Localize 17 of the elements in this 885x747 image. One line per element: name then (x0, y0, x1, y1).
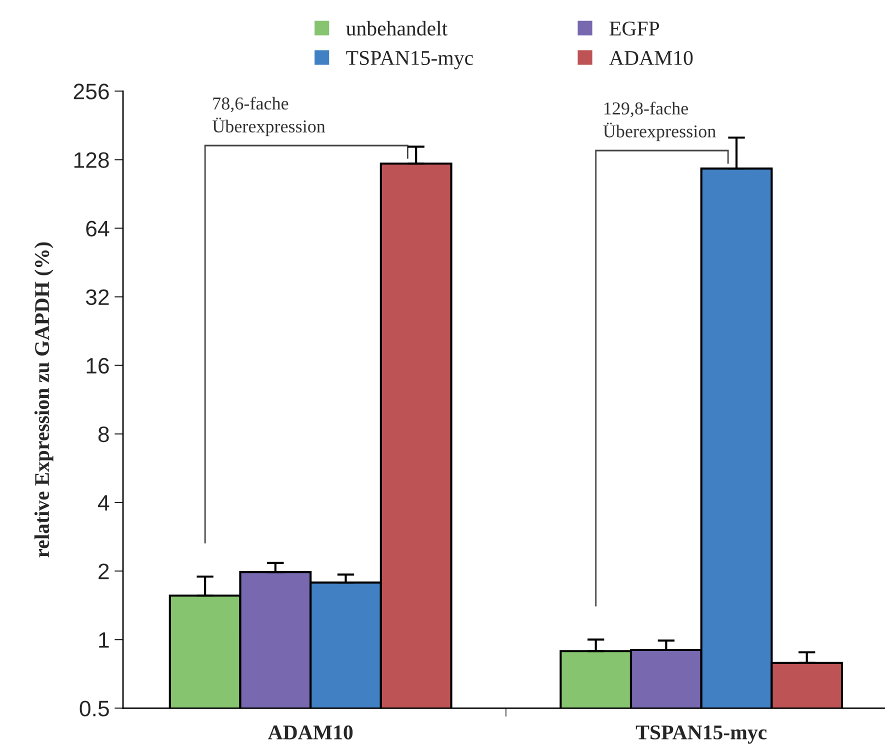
y-tick-label: 2 (98, 564, 109, 580)
y-tick-label: 0.5 (80, 700, 109, 716)
y-tick-label: 8 (98, 426, 109, 442)
y-tick-label: 32 (86, 289, 109, 306)
legend-label: TSPAN15-myc (346, 51, 473, 70)
legend-label: unbehandelt (346, 20, 448, 36)
legend-label: ADAM10 (609, 50, 693, 66)
y-tick-label: 1 (99, 632, 109, 648)
legend-label: EGFP (610, 22, 660, 36)
y-tick-label: 256 (74, 84, 109, 100)
y-tick-label: 16 (86, 358, 109, 374)
y-tick-label: 4 (98, 495, 110, 511)
annotation: 78,6-fache Überexpression (212, 96, 326, 136)
y-tick-label: 128 (74, 152, 109, 168)
annotation: 129,8-fache Überexpression (603, 102, 716, 142)
y-axis-title: relative Expression zu GAPDH (%) (34, 242, 54, 558)
y-tick-label: 64 (86, 220, 110, 237)
